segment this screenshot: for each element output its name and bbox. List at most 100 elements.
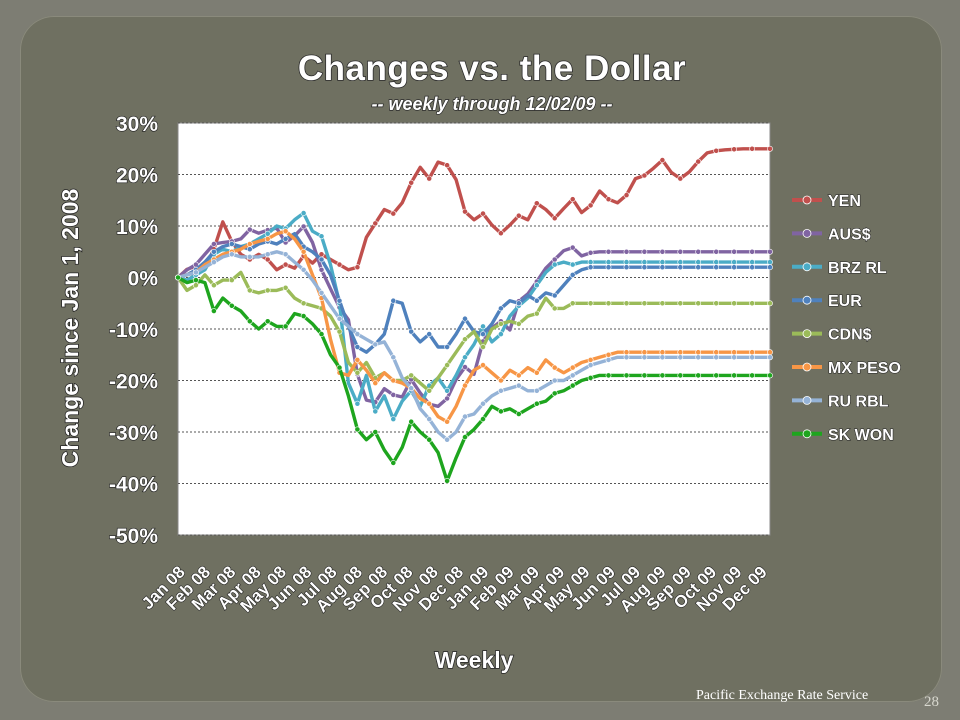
legend-label: YEN [828,193,861,210]
data-point [336,328,343,335]
data-point [623,259,630,265]
data-point [390,210,397,217]
data-point [175,274,181,281]
data-point [677,264,684,271]
data-point [372,380,379,386]
data-point [695,158,702,165]
data-point [569,364,576,371]
data-point [569,372,576,379]
data-point [246,253,253,260]
data-point [533,369,540,376]
data-point [533,387,540,394]
data-point [497,408,504,415]
data-point [641,259,648,265]
data-point [336,297,343,304]
data-point [264,230,271,237]
data-point [480,210,486,217]
data-point [623,192,630,198]
data-point [210,241,217,247]
y-tick-label: 30% [116,113,158,136]
data-point [749,300,755,307]
data-point [605,351,612,358]
data-point [444,395,450,402]
data-point [372,429,379,435]
data-point [210,259,217,265]
data-point [767,264,773,271]
data-point [731,146,737,153]
data-point [551,292,558,299]
legend-marker [802,362,812,372]
data-point [462,208,468,215]
legend: YEN AUS$ BRZ RL EUR CDN$ MX PESO RU RBL SK WON [792,192,901,444]
data-point [246,241,253,247]
data-point [641,172,648,179]
data-point [515,382,522,389]
data-point [426,331,433,337]
data-point [641,354,648,361]
legend-label: RU RBL [828,393,889,410]
legend-label: SK WON [828,427,894,444]
data-point [587,374,594,381]
data-point [426,400,433,407]
legend-marker [802,195,812,205]
data-point [462,354,468,361]
data-point [372,408,379,415]
data-point [228,251,235,258]
data-point [731,349,737,356]
data-point [749,349,755,356]
data-point [659,157,666,163]
data-point [246,246,253,253]
data-point [623,300,630,307]
data-point [408,385,415,392]
data-point [605,196,612,203]
data-point [408,372,415,379]
data-point [480,344,486,350]
data-point [533,400,540,407]
data-point [497,377,504,384]
data-point [551,261,558,268]
data-point [587,300,594,307]
data-point [318,256,325,263]
data-point [354,356,361,363]
data-point [713,354,720,361]
data-point [623,354,630,361]
data-point [462,382,468,389]
data-point [282,251,289,258]
data-point [497,331,504,337]
data-point [354,369,361,376]
data-point [444,344,450,350]
data-point [515,411,522,417]
data-point [623,248,630,255]
source-note: Pacific Exchange Rate Service [696,688,869,703]
data-point [533,282,540,289]
y-tick-labels: 30% 20% 10% 0% -10% -20% -30% -40% -50% [108,112,159,548]
data-point [677,175,684,182]
data-point [480,331,486,337]
data-point [695,372,702,379]
chart-title: Changes vs. the Dollar [298,49,686,88]
series-line [176,250,772,442]
data-point [497,305,504,312]
data-point [246,287,253,294]
legend-marker [802,329,812,339]
data-point [731,300,737,307]
data-point [767,248,773,255]
data-point [354,426,361,433]
data-point [533,200,540,207]
data-point [551,305,558,312]
data-point [677,349,684,356]
data-point [300,210,307,216]
legend-label: AUS$ [828,226,871,243]
data-point [228,277,235,283]
data-point [623,349,630,356]
data-point [659,349,666,356]
chart-subtitle: -- weekly through 12/02/09 -- [371,94,612,114]
data-point [515,372,522,379]
data-point [731,264,737,271]
series-line [176,229,772,424]
legend-marker [802,262,812,272]
data-point [605,300,612,307]
data-point [282,261,289,268]
